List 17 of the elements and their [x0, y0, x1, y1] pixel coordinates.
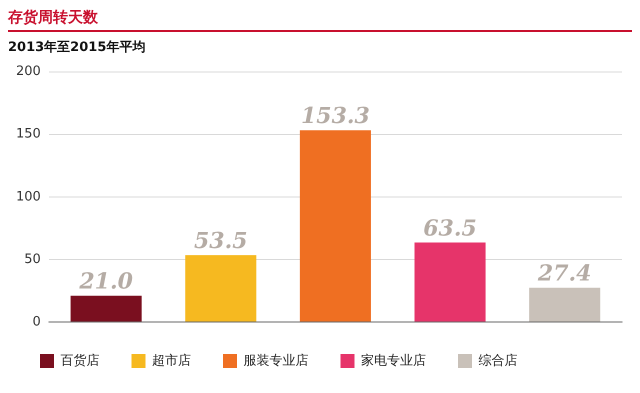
- legend-label: 超市店: [152, 352, 191, 368]
- legend-label: 综合店: [478, 352, 518, 368]
- data-label: 63.5: [423, 215, 477, 242]
- data-label: 27.4: [536, 260, 592, 286]
- legend-label: 家电专业店: [361, 352, 426, 368]
- y-tick-label: 200: [16, 64, 41, 80]
- y-tick-label: 0: [32, 314, 41, 330]
- y-tick-label: 100: [16, 189, 41, 204]
- y-tick-label: 150: [16, 126, 41, 142]
- legend-label: 服装专业店: [244, 352, 308, 368]
- legend-label: 百货店: [60, 352, 100, 368]
- y-tick-label: 50: [24, 252, 41, 267]
- data-label: 21.0: [78, 268, 134, 294]
- chart-title: 存货周转天数: [8, 8, 632, 32]
- chart-subtitle: 2013年至2015年平均: [8, 39, 146, 56]
- data-label: 153.3: [300, 102, 370, 129]
- data-label: 53.5: [194, 228, 248, 254]
